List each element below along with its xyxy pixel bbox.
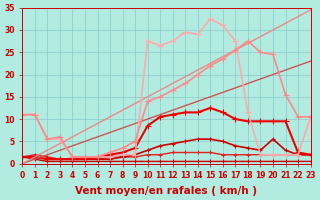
X-axis label: Vent moyen/en rafales ( km/h ): Vent moyen/en rafales ( km/h ): [76, 186, 258, 196]
